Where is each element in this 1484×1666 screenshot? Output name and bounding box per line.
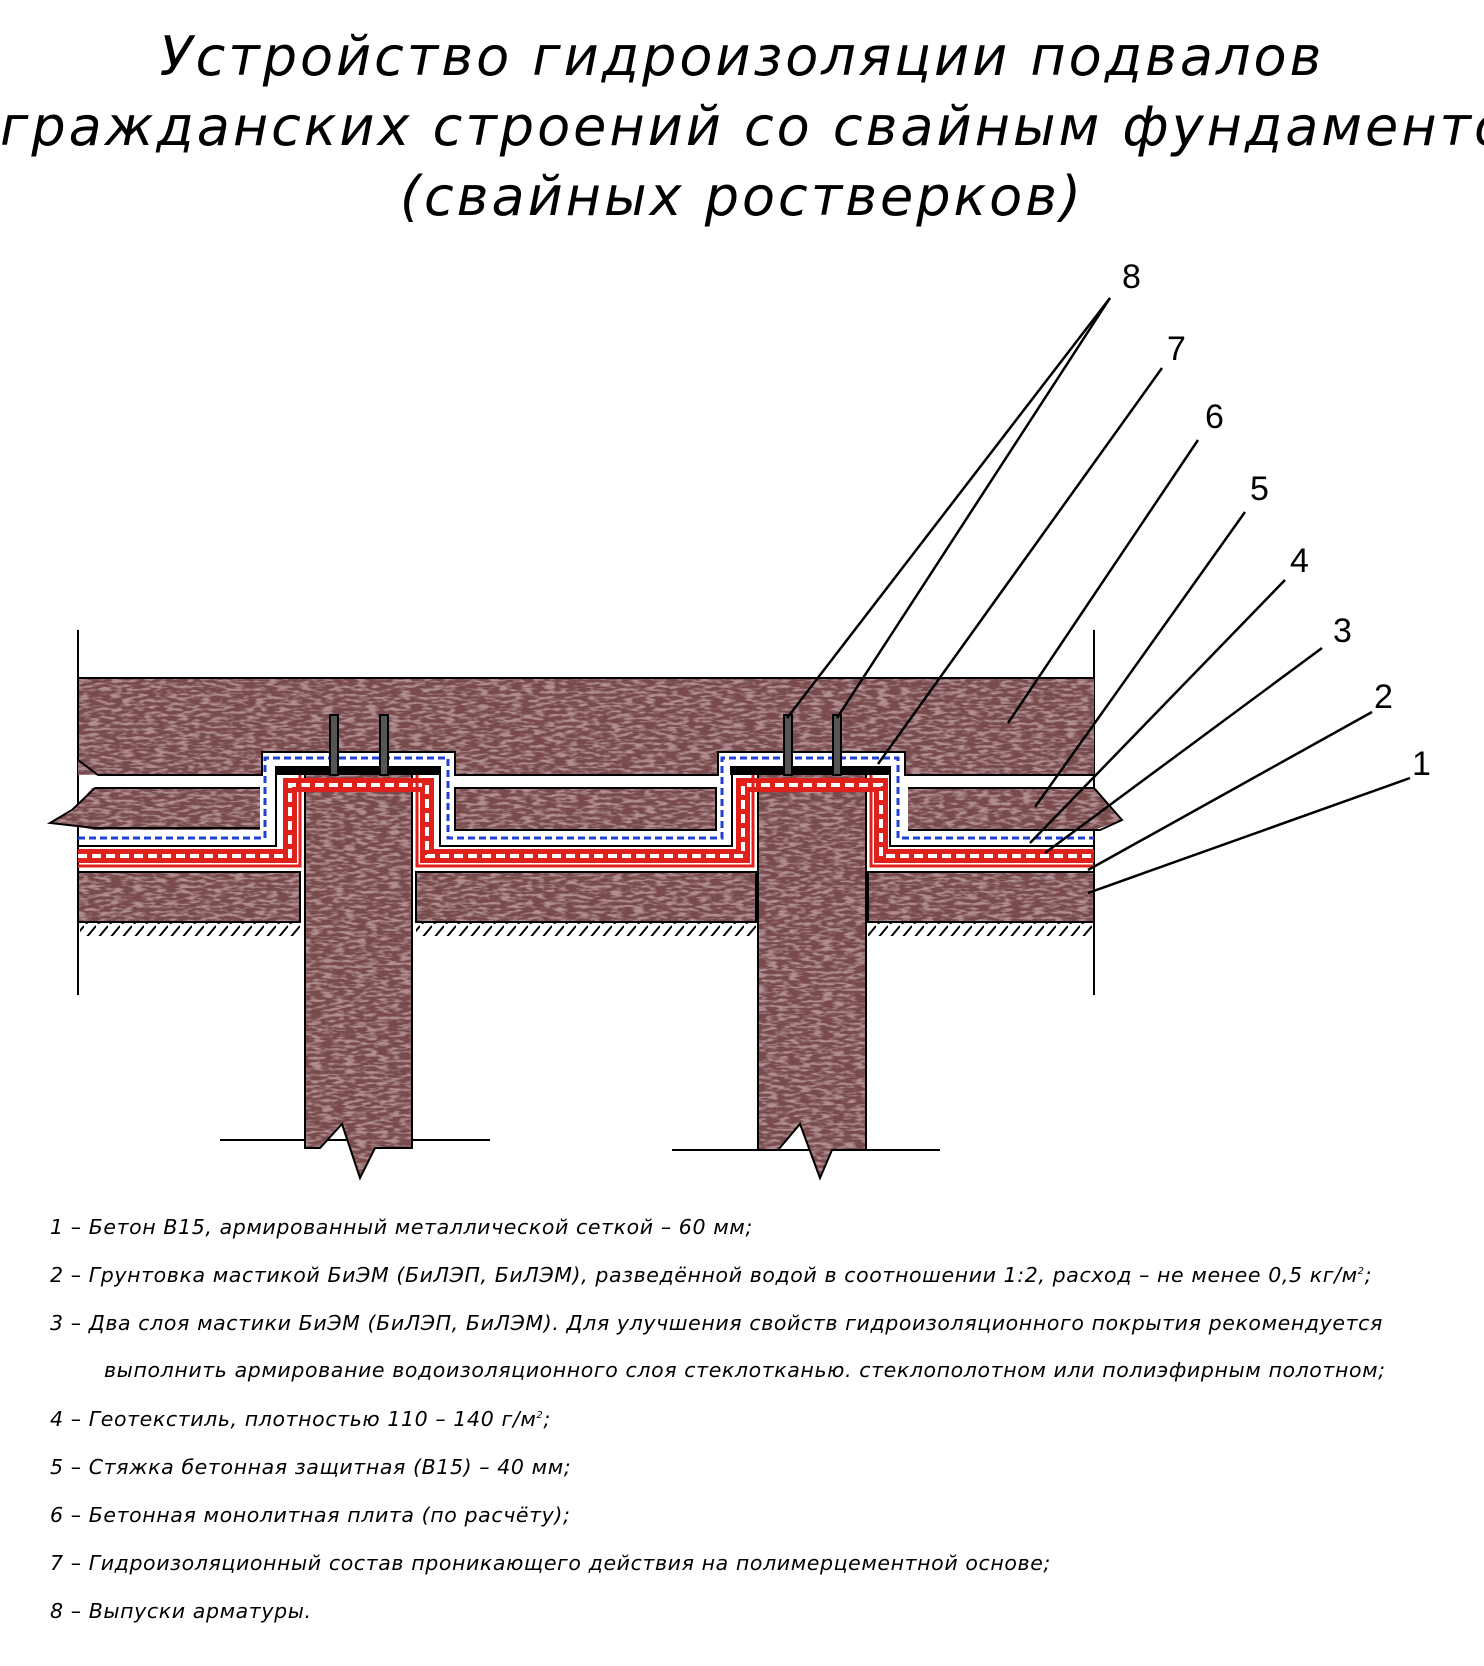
layer-3-mastic-white — [78, 783, 1094, 858]
legend-item-7: 7 – Гидроизоляционный состав проникающег… — [50, 1551, 1051, 1575]
title-line-2: гражданских строений со свайным фундамен… — [0, 95, 1484, 158]
callout-6: 6 — [1205, 398, 1224, 436]
legend-item-8: 8 – Выпуски арматуры. — [50, 1599, 312, 1623]
layer-2-primer — [78, 775, 1094, 868]
legend-item-4: 4 – Геотекстиль, плотностью 110 – 140 г/… — [50, 1407, 551, 1431]
waterproofing-layers — [78, 756, 1094, 868]
callout-numbers: 8 7 6 5 4 3 2 1 — [1122, 258, 1431, 783]
callout-5: 5 — [1250, 470, 1269, 508]
page-title: Устройство гидроизоляции подвалов гражда… — [0, 22, 1484, 232]
title-line-3: (свайных ростверков) — [399, 165, 1085, 228]
callout-8: 8 — [1122, 258, 1141, 296]
legend-item-3: 3 – Два слоя мастики БиЭМ (БиЛЭП, БиЛЭМ)… — [50, 1311, 1383, 1335]
layer-6-monolithic-slab — [77, 677, 1094, 776]
legend-item-2: 2 – Грунтовка мастикой БиЭМ (БиЛЭП, БиЛЭ… — [50, 1263, 1373, 1287]
legend-item-6: 6 – Бетонная монолитная плита (по расчёт… — [50, 1503, 571, 1527]
layer-8-rebar-outlets — [329, 714, 842, 776]
layer-1-base-concrete — [78, 872, 1094, 922]
leader-lines — [786, 297, 1411, 895]
callout-1: 1 — [1412, 745, 1431, 783]
callout-3: 3 — [1333, 612, 1352, 650]
legend-item-1: 1 – Бетон В15, армированный металлическо… — [50, 1215, 753, 1239]
layer-4-geotextile — [78, 756, 1094, 840]
ground-hatching — [80, 922, 1093, 936]
callout-4: 4 — [1290, 542, 1309, 580]
pile-2 — [757, 770, 867, 1181]
callout-2: 2 — [1374, 678, 1393, 716]
callout-7: 7 — [1167, 330, 1186, 368]
title-line-1: Устройство гидроизоляции подвалов — [159, 25, 1325, 88]
layer-5-protective-screed — [46, 787, 1124, 831]
layer-7-penetrating-compound — [276, 766, 890, 775]
pile-1 — [304, 770, 413, 1181]
legend-item-5: 5 – Стяжка бетонная защитная (В15) – 40 … — [50, 1455, 572, 1479]
legend-item-3-continuation: выполнить армирование водоизоляционного … — [104, 1358, 1386, 1382]
